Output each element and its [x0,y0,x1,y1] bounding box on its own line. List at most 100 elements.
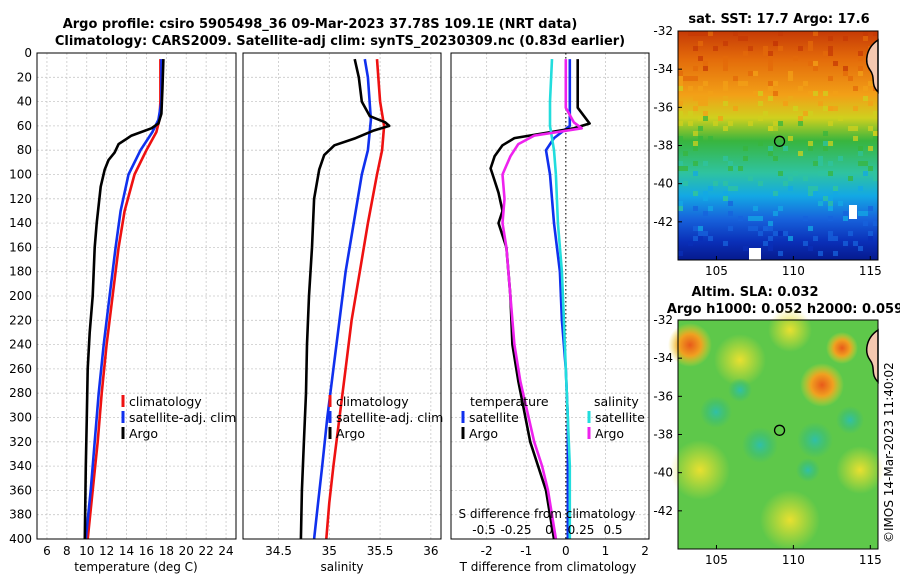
sst-pixel [843,216,848,221]
sla-blob [742,427,778,463]
sst-pixel [698,236,703,241]
sst-pixel [858,186,863,191]
sst-pixel [783,146,788,151]
sst-pixel [793,106,798,111]
x-tick-label: 36 [423,544,438,558]
t-difference-xlabel: T difference from climatology [459,560,637,574]
sst-pixel [683,166,688,171]
sst-pixel [678,136,683,141]
sst-pixel [813,66,818,71]
series-line-satellite-adj-clim [312,58,373,540]
sst-pixel [863,96,868,101]
legend-t-satellite-label: satellite [469,410,519,425]
sst-pixel [863,161,868,166]
depth-tick-label: 180 [9,265,32,279]
sst-pixel [828,196,833,201]
sst-pixel [688,121,693,126]
sst-pixel [803,111,808,116]
sst-pixel [828,201,833,206]
sst-pixel [728,211,733,216]
sst-pixel [693,96,698,101]
legend-s-satellite-label: satellite [595,410,645,425]
sst-pixel [843,211,848,216]
sst-pixel [708,91,713,96]
sst-pixel [703,101,708,106]
sst-pixel [798,121,803,126]
sst-map-title: sat. SST: 17.7 Argo: 17.6 [688,12,869,27]
salinity-axes-frame [242,52,442,540]
sst-pixel [723,41,728,46]
legend-temperature-title: temperature [470,394,549,409]
depth-tick-labels: 0 20 40 60 80 100 120 140 160 180 200 220 240 260 280 3… [9,46,32,546]
sst-pixel [858,161,863,166]
sst-pixel [818,156,823,161]
sst-pixel [833,191,838,196]
sst-pixel [708,236,713,241]
sst-pixel [778,31,783,36]
sla-blob [800,363,844,407]
series-line-argo [83,59,165,540]
sst-pixel [743,146,748,151]
sst-pixel [863,221,868,226]
legend-climatology-label: climatology [129,394,202,409]
x-tick-label: 10 [79,544,94,558]
sst-pixel [808,141,813,146]
sst-pixel [738,216,743,221]
sst-pixel [703,196,708,201]
sst-pixel [698,136,703,141]
sst-pixel [693,106,698,111]
longitude-tick-label: 110 [782,264,805,278]
sst-missing-patch [749,248,761,260]
sst-pixel [863,211,868,216]
sst-pixel [768,226,773,231]
sla-blob [728,378,752,402]
legend-argo-label: Argo [129,426,158,441]
salinity-legend: climatology satellite-adj. clim Argo [328,394,443,441]
sst-pixel [693,141,698,146]
sst-pixel [678,201,683,206]
temperature-axes-frame [36,52,237,540]
sst-pixel [778,171,783,176]
sst-pixel [703,161,708,166]
sst-pixel [703,31,708,36]
depth-tick-label: 60 [17,119,32,133]
sst-pixel [818,251,823,256]
sst-pixel [868,101,873,106]
sst-pixel [808,91,813,96]
sst-pixel [698,56,703,61]
sst-pixel [788,76,793,81]
sst-pixel [683,76,688,81]
salinity-series [299,58,391,540]
sst-pixel [838,156,843,161]
sst-pixel [758,91,763,96]
sst-pixel [768,146,773,151]
sst-pixel [813,31,818,36]
depth-tick-label: 0 [24,46,32,60]
longitude-tick-label: 115 [859,553,882,567]
sst-pixel [723,56,728,61]
x-tick-label: 34.5 [265,544,292,558]
sst-pixel [723,61,728,66]
sst-pixel [798,86,803,91]
depth-tick-label: 300 [9,411,32,425]
sst-pixel [828,236,833,241]
depth-tick-label: 20 [17,70,32,84]
latitude-tick-label: -34 [653,351,673,365]
sst-pixel [728,201,733,206]
sst-pixel [813,186,818,191]
latitude-tick-label: -32 [653,24,673,38]
sla-blob [700,396,732,428]
x-tick-label: 2 [641,544,649,558]
sst-pixel [713,121,718,126]
sst-pixel [728,186,733,191]
sst-pixel [843,71,848,76]
depth-tick-label: 280 [9,386,32,400]
sla-blob [768,308,812,352]
sst-pixel [788,96,793,101]
sst-pixel [773,211,778,216]
sst-pixel [783,101,788,106]
sst-pixel [773,126,778,131]
sst-pixel [703,81,708,86]
sst-pixel [738,166,743,171]
sst-pixel [723,241,728,246]
